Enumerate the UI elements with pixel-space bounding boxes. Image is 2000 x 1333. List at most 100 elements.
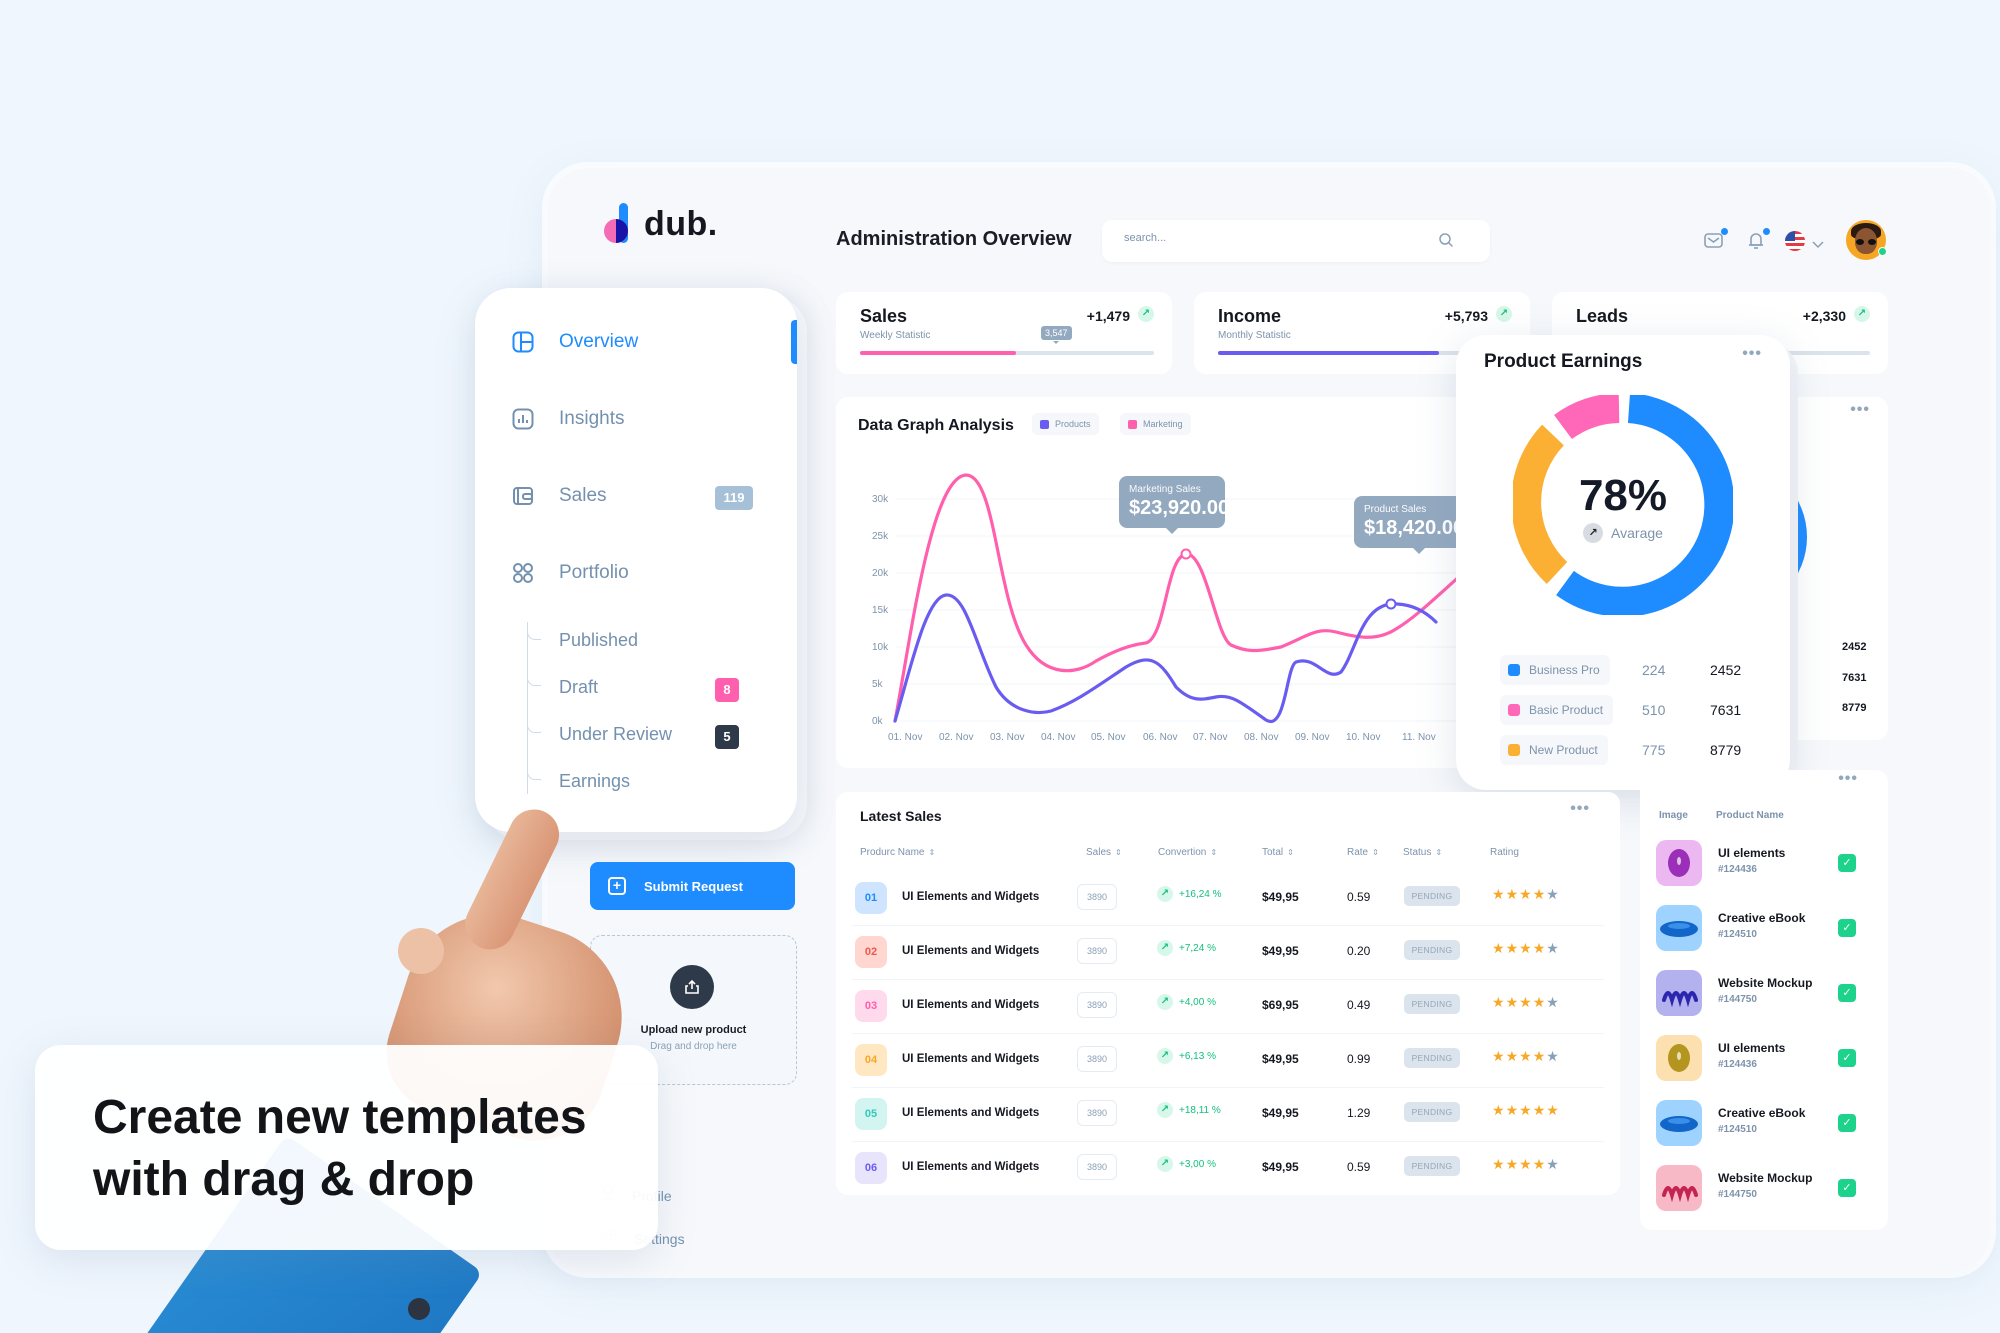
sidebar-subitem-under-review[interactable]: Under Review (559, 724, 673, 744)
status-badge: PENDING (1404, 994, 1460, 1014)
list-item[interactable]: Creative eBook #124510 ✓ (1656, 905, 1876, 951)
legend-products[interactable]: Products (1032, 413, 1099, 435)
product-thumbnail (1656, 970, 1702, 1016)
more-icon[interactable]: ••• (1838, 770, 1858, 787)
logo[interactable]: dub. (604, 203, 718, 245)
total-price: $49,95 (1262, 1160, 1299, 1174)
total-price: $49,95 (1262, 1052, 1299, 1066)
search-box[interactable] (1102, 220, 1490, 262)
list-item[interactable]: UI elements #124436 ✓ (1656, 840, 1876, 886)
product-id: #124510 (1718, 929, 1757, 940)
sort-icon: ⇕ (928, 848, 936, 857)
sort-icon: ⇕ (1435, 848, 1443, 857)
table-row[interactable]: 01 UI Elements and Widgets 3890 ↗ +16,24 … (852, 872, 1604, 926)
sidebar-subitem-earnings[interactable]: Earnings (559, 771, 631, 791)
checkbox-checked[interactable]: ✓ (1838, 919, 1856, 937)
svg-text:20k: 20k (872, 568, 889, 579)
sidebar-item-label: Portfolio (559, 562, 629, 583)
avatar[interactable] (1846, 220, 1886, 260)
sidebar-subitem-draft[interactable]: Draft (559, 677, 599, 697)
earnings-row[interactable]: Basic Product 510 7631 (1500, 695, 1780, 725)
sidebar-nav: Overview Insights Sales 119 Portfolio Pu… (475, 288, 797, 832)
stat-card-sales[interactable]: Sales Weekly Statistic +1,479 ↗ 3,547 (836, 292, 1172, 374)
col-header-rate[interactable]: Rate ⇕ (1347, 847, 1379, 858)
list-item[interactable]: UI elements #124436 ✓ (1656, 1035, 1876, 1081)
list-item[interactable]: Website Mockup #144750 ✓ (1656, 1165, 1876, 1211)
search-input[interactable] (1124, 232, 1424, 244)
legend-swatch (1128, 419, 1137, 429)
sidebar-item-overview[interactable]: Overview (511, 330, 638, 354)
stat-value: +1,479 (1086, 308, 1130, 324)
promo-line-2: with drag & drop (93, 1153, 475, 1206)
status-badge: PENDING (1404, 886, 1460, 906)
checkbox-checked[interactable]: ✓ (1838, 854, 1856, 872)
chart-title: Data Graph Analysis (858, 417, 1014, 434)
products-highlight-point[interactable] (1385, 598, 1397, 610)
table-row[interactable]: 06 UI Elements and Widgets 3890 ↗ +3,00 %… (852, 1142, 1604, 1196)
star-icon: ★ (1492, 886, 1506, 902)
svg-text:01. Nov: 01. Nov (888, 732, 922, 743)
wallet-icon (511, 484, 535, 508)
list-item[interactable]: Creative eBook #124510 ✓ (1656, 1100, 1876, 1146)
progress-track (860, 351, 1154, 355)
svg-text:30k: 30k (872, 494, 889, 505)
table-row[interactable]: 02 UI Elements and Widgets 3890 ↗ +7,24 %… (852, 926, 1604, 980)
svg-text:10. Nov: 10. Nov (1346, 732, 1380, 743)
star-icon: ★ (1532, 1048, 1547, 1064)
line-chart[interactable]: 30k 25k 20k 15k 10k 5k 0k 01. Nov 02. Nov 03. N… (836, 397, 1470, 768)
sort-icon: ⇕ (1287, 848, 1294, 857)
col-header-convertion[interactable]: Convertion ⇕ (1158, 847, 1218, 858)
earnings-donut-chart[interactable] (1513, 395, 1733, 615)
sleeve-button (408, 1298, 430, 1320)
chevron-down-icon[interactable] (1812, 236, 1824, 254)
col-header-total[interactable]: Total ⇕ (1262, 847, 1294, 858)
review-count-badge: 5 (715, 725, 739, 749)
conversion: ↗ +16,24 % (1157, 886, 1222, 902)
svg-text:03. Nov: 03. Nov (990, 732, 1024, 743)
legend-swatch (1508, 704, 1520, 716)
more-icon[interactable]: ••• (1742, 345, 1762, 362)
mail-icon[interactable] (1703, 228, 1728, 253)
submit-request-button[interactable]: + Submit Request (590, 862, 795, 910)
progress-tooltip: 3,547 (1041, 326, 1072, 344)
bell-unread-dot (1763, 228, 1770, 235)
earnings-caption: ↗ Avarage (1456, 523, 1790, 543)
us-flag-icon[interactable] (1785, 231, 1805, 251)
legend-marketing[interactable]: Marketing (1120, 413, 1191, 435)
rating-stars: ★★★★★ (1492, 1102, 1560, 1119)
checkbox-checked[interactable]: ✓ (1838, 1179, 1856, 1197)
more-icon[interactable]: ••• (1570, 800, 1590, 817)
checkbox-checked[interactable]: ✓ (1838, 1049, 1856, 1067)
star-icon: ★ (1546, 1156, 1560, 1172)
table-row[interactable]: 03 UI Elements and Widgets 3890 ↗ +4,00 %… (852, 980, 1604, 1034)
earnings-row[interactable]: New Product 775 8779 (1500, 735, 1780, 765)
col-header-status[interactable]: Status ⇕ (1403, 847, 1443, 858)
svg-text:11. Nov: 11. Nov (1402, 732, 1436, 743)
marketing-highlight-point[interactable] (1180, 548, 1192, 560)
checkbox-checked[interactable]: ✓ (1838, 1114, 1856, 1132)
segment-new-product (1513, 424, 1568, 584)
sidebar-item-portfolio[interactable]: Portfolio (511, 561, 629, 585)
status-badge: PENDING (1404, 1156, 1460, 1176)
sidebar-item-insights[interactable]: Insights (511, 407, 624, 431)
list-item[interactable]: Website Mockup #144750 ✓ (1656, 970, 1876, 1016)
bell-icon[interactable] (1745, 228, 1770, 253)
product-name: Website Mockup (1718, 976, 1813, 990)
sidebar-item-sales[interactable]: Sales (511, 484, 607, 508)
table-row[interactable]: 05 UI Elements and Widgets 3890 ↗ +18,11 … (852, 1088, 1604, 1142)
earnings-row[interactable]: Business Pro 224 2452 (1500, 655, 1780, 685)
checkbox-checked[interactable]: ✓ (1838, 984, 1856, 1002)
col-header-product-name[interactable]: Produrc Name ⇕ (860, 847, 936, 858)
star-icon: ★ (1492, 1048, 1506, 1064)
caption-text: Avarage (1611, 525, 1663, 541)
product-id: #144750 (1718, 994, 1757, 1005)
search-icon[interactable] (1438, 232, 1454, 253)
legend-swatch (1508, 664, 1520, 676)
sidebar-subitem-published[interactable]: Published (559, 630, 639, 650)
svg-text:09. Nov: 09. Nov (1295, 732, 1329, 743)
product-thumbnail (1656, 840, 1702, 886)
more-icon[interactable]: ••• (1850, 401, 1870, 418)
table-row[interactable]: 04 UI Elements and Widgets 3890 ↗ +6,13 %… (852, 1034, 1604, 1088)
col-header-sales[interactable]: Sales ⇕ (1086, 847, 1122, 858)
product-id: #144750 (1718, 1189, 1757, 1200)
